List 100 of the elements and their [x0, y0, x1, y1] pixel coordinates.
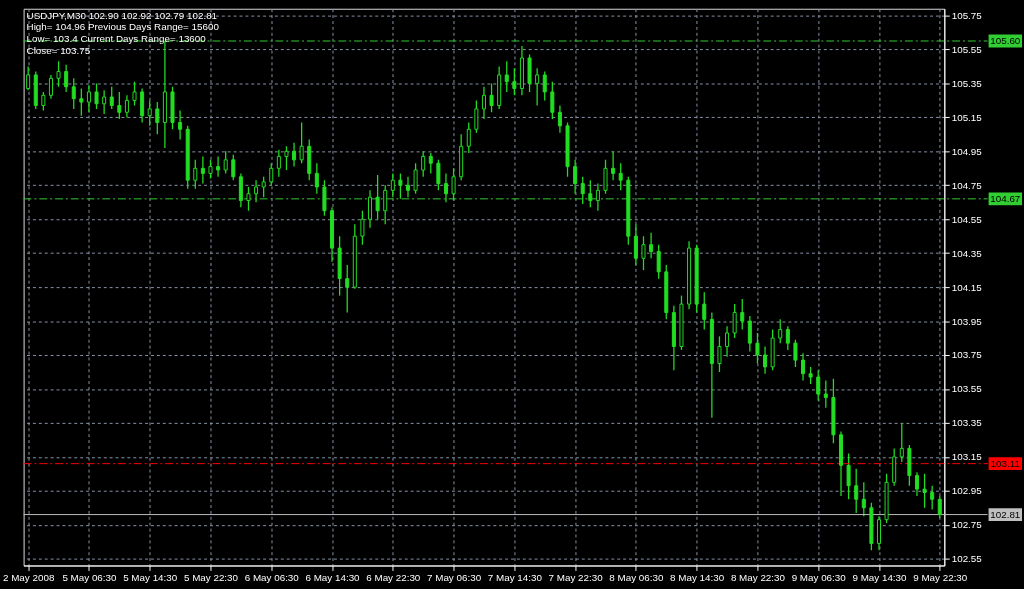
candlestick — [56, 60, 61, 88]
candlestick — [383, 184, 388, 225]
candlestick — [474, 99, 479, 134]
candlestick — [542, 70, 547, 102]
candlestick — [641, 235, 646, 271]
y-tick-label: 103.55 — [951, 383, 983, 395]
x-tick-label: 6 May 14:30 — [305, 571, 361, 583]
candlestick — [595, 182, 600, 212]
candlestick — [512, 67, 517, 96]
candlestick — [261, 176, 266, 198]
candlestick — [573, 159, 578, 195]
candlestick — [413, 162, 418, 195]
candlestick — [740, 298, 745, 331]
y-tick-label: 104.55 — [951, 213, 983, 225]
x-tick-label: 6 May 06:30 — [244, 571, 300, 583]
candlestick — [238, 172, 243, 208]
candlestick — [702, 291, 707, 331]
candlestick — [611, 150, 616, 181]
candlestick — [292, 142, 297, 168]
candlestick — [755, 332, 760, 365]
candlestick — [140, 87, 145, 124]
y-tick-label: 103.35 — [951, 417, 983, 429]
x-tick-label: 9 May 06:30 — [791, 571, 847, 583]
ref-line-label: 105.60 — [990, 34, 1021, 46]
candlestick — [535, 67, 540, 107]
candlestick — [778, 318, 783, 344]
candlestick — [102, 89, 107, 115]
candlestick — [299, 121, 304, 164]
candlestick — [618, 162, 623, 192]
candlestick — [231, 154, 236, 181]
candlestick — [284, 145, 289, 171]
candlestick — [155, 101, 160, 135]
candlestick — [732, 303, 737, 339]
candlestick — [26, 65, 31, 91]
candlestick — [436, 159, 441, 192]
y-tick-label: 102.55 — [951, 553, 983, 565]
candlestick — [147, 99, 152, 127]
annotation: High= 104.96 Previous Days Range= 15600 — [26, 21, 220, 33]
candlestick — [178, 109, 183, 141]
candlestick — [930, 485, 935, 511]
candlestick — [208, 159, 213, 180]
candlestick — [345, 264, 350, 314]
annotation: Low= 103.4 Current Days Range= 13600 — [26, 33, 207, 45]
y-tick-label: 104.35 — [951, 247, 983, 259]
candlestick — [314, 162, 319, 195]
candlestick — [254, 179, 259, 203]
candlestick — [117, 91, 122, 120]
candlestick — [132, 81, 137, 107]
candlestick — [725, 325, 730, 358]
candlestick — [633, 223, 638, 266]
candlestick — [390, 172, 395, 198]
candlestick — [550, 81, 555, 120]
candlestick — [94, 82, 99, 110]
candlestick — [216, 155, 221, 178]
candlestick — [109, 86, 114, 110]
candlestick — [124, 94, 129, 119]
y-tick-label: 104.75 — [951, 179, 983, 191]
candlestick — [914, 471, 919, 497]
candlestick — [801, 352, 806, 382]
candlestick — [588, 179, 593, 208]
candlestick — [398, 172, 403, 200]
candlestick — [193, 159, 198, 190]
candlestick — [443, 172, 448, 203]
candlestick — [322, 179, 327, 217]
candlestick — [747, 315, 752, 353]
y-tick-label: 102.95 — [951, 485, 983, 497]
candlestick — [937, 495, 942, 519]
ref-line-label: 104.67 — [990, 192, 1021, 204]
candlestick — [421, 150, 426, 178]
x-tick-label: 8 May 22:30 — [730, 571, 786, 583]
y-tick-label: 104.95 — [951, 145, 983, 157]
x-tick-label: 5 May 14:30 — [123, 571, 178, 583]
candlestick — [763, 345, 768, 375]
candlestick — [428, 152, 433, 175]
y-tick-label: 105.55 — [951, 43, 983, 55]
candlestick — [360, 210, 365, 246]
candlestick — [481, 86, 486, 120]
candlestick — [846, 452, 851, 500]
candlestick — [269, 162, 274, 186]
candlestick — [793, 339, 798, 368]
x-tick-label: 9 May 22:30 — [913, 571, 968, 583]
candlestick — [246, 186, 251, 212]
y-tick-label: 105.75 — [951, 9, 983, 21]
candlestick — [656, 244, 661, 280]
candlestick — [405, 176, 411, 198]
x-tick-label: 7 May 14:30 — [487, 571, 543, 583]
x-tick-label: 8 May 14:30 — [670, 571, 725, 583]
x-tick-label: 7 May 06:30 — [427, 571, 482, 583]
y-tick-label: 105.15 — [951, 111, 983, 123]
candlestick — [489, 82, 494, 113]
candlestick — [823, 379, 828, 409]
x-tick-label: 9 May 14:30 — [852, 571, 908, 583]
y-tick-label: 103.75 — [951, 349, 983, 361]
candlestick — [649, 232, 654, 259]
candlestick — [876, 515, 881, 551]
candlestick — [504, 60, 509, 93]
annotation: Close= 103.75 — [26, 44, 91, 56]
candlestick — [816, 369, 821, 402]
candlestick — [717, 335, 722, 373]
x-tick-label: 2 May 2008 — [2, 571, 55, 583]
